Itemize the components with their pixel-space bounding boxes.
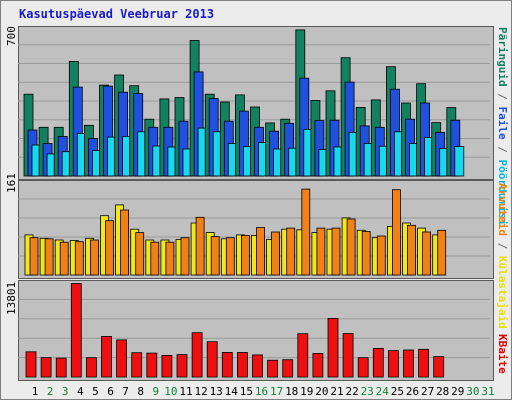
kbytes-bar: [176, 354, 188, 378]
sites-bar: [150, 241, 160, 276]
day-label: 13: [210, 385, 223, 398]
day-label: 29: [451, 385, 464, 398]
day-label: 16: [255, 385, 268, 398]
kbytes-bar: [433, 356, 445, 378]
day-label: 31: [481, 385, 494, 398]
day-label: 24: [376, 385, 390, 398]
kbytes-bar: [161, 354, 173, 378]
kbytes-bar: [116, 339, 127, 378]
kbytes-bar: [403, 349, 414, 378]
sites-bar: [29, 237, 39, 276]
sites-bar: [225, 237, 235, 276]
sites-bar: [105, 220, 114, 276]
day-label: 2: [47, 385, 54, 398]
kbytes-bar: [191, 332, 203, 378]
kbytes-bar: [86, 357, 97, 378]
kbytes-bar: [55, 357, 67, 378]
kbytes-bar: [101, 335, 112, 378]
sites-bar: [422, 231, 432, 276]
day-label: 21: [330, 385, 343, 398]
kbytes-bar: [206, 341, 218, 378]
kbytes-bar: [70, 283, 82, 378]
kbytes-bar: [236, 352, 248, 378]
day-label: 17: [270, 385, 283, 398]
day-label: 19: [300, 385, 313, 398]
kbytes-bar: [357, 357, 369, 378]
sites-bar: [90, 239, 99, 276]
kbytes-bar: [418, 348, 430, 378]
sites-bar: [316, 227, 326, 276]
kbytes-bar: [131, 352, 143, 378]
day-label: 30: [466, 385, 479, 398]
chart-title: Kasutuspäevad Veebruar 2013: [19, 7, 215, 21]
sites-bar: [165, 241, 175, 276]
sites-bar: [301, 188, 311, 276]
day-label: 12: [194, 385, 207, 398]
day-label: 1: [32, 385, 39, 398]
day-label: 28: [436, 385, 449, 398]
day-label: 8: [137, 385, 144, 398]
sites-bar: [286, 227, 296, 276]
sites-bar: [135, 232, 145, 276]
sites-bar: [44, 238, 54, 276]
day-label: 27: [421, 385, 434, 398]
day-label: 20: [315, 385, 328, 398]
sites-bar: [391, 189, 401, 276]
day-label: 14: [225, 385, 239, 398]
sites-bar: [59, 241, 69, 276]
sites-bar: [195, 216, 205, 276]
pages-bar: [454, 146, 465, 177]
day-label: 15: [240, 385, 253, 398]
sites-bar: [331, 227, 341, 276]
sites-bar: [346, 218, 356, 276]
kbytes-bar: [372, 347, 384, 378]
day-label: 25: [391, 385, 404, 398]
kbytes-bar: [327, 317, 339, 378]
day-label: 26: [406, 385, 419, 398]
day-label: 6: [107, 385, 114, 398]
day-label: 11: [179, 385, 192, 398]
kbytes-bar: [342, 333, 354, 378]
day-label: 10: [164, 385, 177, 398]
kbytes-bar: [252, 354, 263, 378]
kbytes-bar: [40, 357, 52, 378]
kbytes-bar: [267, 359, 279, 378]
day-label: 9: [152, 385, 159, 398]
day-label: 3: [62, 385, 69, 398]
day-label: 23: [361, 385, 374, 398]
sites-bar: [240, 234, 250, 276]
kbytes-bar: [146, 352, 158, 378]
sites-bar: [210, 236, 220, 276]
day-label: 4: [77, 385, 84, 398]
kbytes-bar: [297, 333, 309, 378]
sites-bar: [271, 231, 281, 276]
kbytes-bar: [282, 359, 294, 378]
day-label: 7: [122, 385, 129, 398]
sites-bar: [74, 241, 84, 276]
sites-bar: [180, 237, 190, 276]
sites-bar: [361, 231, 371, 276]
sites-bar: [376, 235, 386, 276]
sites-bar: [437, 229, 447, 276]
kbytes-bar: [25, 351, 37, 378]
kbytes-bar: [312, 352, 324, 378]
sites-bar: [256, 227, 265, 276]
kbytes-bar: [387, 350, 399, 378]
sites-bar: [407, 224, 416, 276]
day-label: 18: [285, 385, 298, 398]
kbytes-bar: [221, 351, 233, 378]
sites-bar: [120, 209, 129, 276]
day-label: 22: [345, 385, 358, 398]
day-label: 5: [92, 385, 99, 398]
